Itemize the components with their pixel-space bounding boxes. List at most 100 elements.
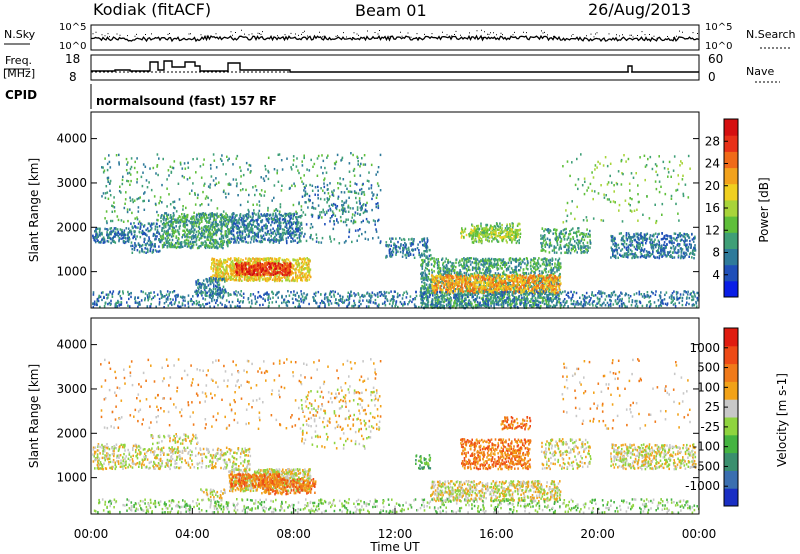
echo-cell [518, 262, 520, 265]
echo-cell [235, 265, 238, 268]
echo-cell [273, 229, 276, 233]
echo-cell [147, 229, 150, 233]
echo-cell [136, 249, 139, 252]
echo-cell [293, 221, 295, 224]
echo-cell [447, 271, 449, 274]
echo-cell [141, 223, 143, 226]
echo-cell [268, 278, 270, 281]
echo-cell [251, 277, 253, 280]
echo-cell [140, 244, 143, 248]
echo-cell [256, 271, 258, 275]
echo-cell [534, 276, 537, 279]
echo-cell [440, 294, 442, 297]
echo-cell [223, 240, 226, 244]
echo-cell [494, 264, 496, 267]
echo-cell [261, 225, 263, 229]
echo-cell [421, 267, 424, 270]
echo-cell [543, 263, 546, 266]
echo-cell [196, 293, 198, 296]
echo-cell [217, 242, 220, 245]
echo-cell [288, 212, 291, 215]
echo-cell [147, 222, 150, 225]
echo-cell [219, 213, 222, 217]
echo-cell [204, 212, 207, 215]
echo-cell [262, 268, 265, 272]
echo-cell [252, 215, 254, 218]
echo-cell [551, 258, 553, 261]
echo-cell [237, 279, 240, 282]
echo-cell [123, 240, 126, 243]
echo-cell [289, 268, 291, 271]
echo-cell [474, 300, 476, 304]
echo-cell [143, 225, 145, 228]
echo-cell [259, 230, 261, 233]
echo-cell [515, 297, 517, 300]
echo-cell [546, 285, 548, 288]
echo-cell [287, 277, 290, 281]
echo-cell [259, 240, 262, 244]
echo-cell [169, 216, 171, 219]
echo-cell [141, 232, 144, 236]
echo-cell [270, 231, 273, 235]
echo-cell [213, 265, 216, 268]
echo-cell [244, 260, 246, 264]
echo-cell [221, 222, 223, 225]
echo-cell [270, 264, 272, 268]
echo-cell [296, 258, 299, 262]
echo-cell [164, 243, 166, 246]
echo-cell [430, 263, 433, 266]
echo-cell [202, 291, 204, 294]
echo-cell [536, 261, 538, 265]
echo-cell [556, 263, 558, 266]
echo-cell [531, 269, 533, 273]
echo-cell [220, 272, 223, 275]
echo-cell [211, 279, 214, 283]
echo-cell [228, 218, 231, 221]
echo-cell [286, 213, 288, 217]
echo-cell [435, 280, 438, 283]
echo-cell [240, 225, 242, 228]
echo-cell [242, 269, 245, 272]
echo-cell [212, 240, 215, 243]
echo-cell [528, 290, 530, 293]
echo-cell [202, 243, 204, 246]
echo-cell [305, 278, 307, 281]
echo-cell [260, 270, 263, 274]
echo-cell [302, 272, 304, 275]
echo-cell [295, 261, 298, 265]
echo-cell [278, 224, 281, 227]
echo-cell [537, 259, 539, 262]
echo-cell [223, 260, 225, 263]
nsearch-trace [92, 29, 698, 39]
echo-cell [489, 270, 492, 273]
echo-cell [221, 275, 224, 279]
echo-cell [269, 240, 271, 244]
echo-cell [201, 291, 203, 294]
echo-cell [167, 240, 170, 243]
echo-cell [239, 266, 242, 269]
echo-cell [549, 268, 552, 272]
echo-cell [495, 281, 497, 285]
echo-cell [388, 243, 390, 247]
echo-cell [247, 276, 249, 280]
echo-cell [279, 235, 281, 238]
echo-cell [239, 215, 242, 218]
echo-cell [251, 268, 253, 272]
echo-cell [276, 275, 278, 278]
echo-cell [286, 262, 289, 265]
echo-cell [212, 287, 215, 291]
echo-cell [472, 286, 474, 290]
echo-cell [498, 258, 500, 261]
echo-cell [280, 236, 282, 239]
echo-cell [146, 242, 149, 245]
echo-cell [291, 227, 294, 230]
echo-cell [542, 278, 545, 281]
echo-cell [261, 220, 263, 223]
echo-cell [273, 238, 276, 241]
echo-cell [307, 267, 309, 271]
echo-cell [509, 271, 511, 274]
echo-cell [306, 279, 309, 282]
echo-cell [250, 271, 252, 275]
echo-cell [195, 230, 198, 234]
echo-cell [224, 278, 227, 281]
